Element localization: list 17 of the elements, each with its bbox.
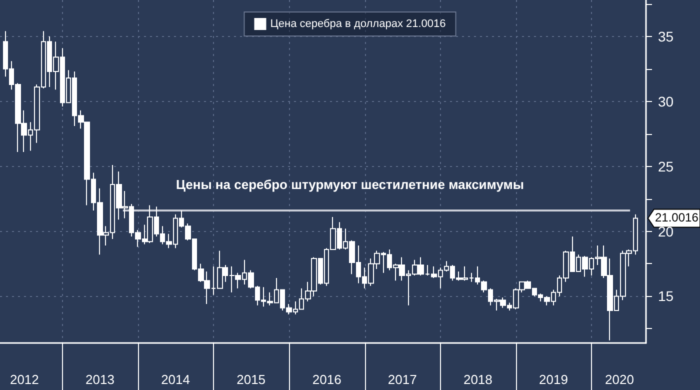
annotation: 21.0016 [655, 210, 699, 224]
x-tick-label: 2012 [10, 372, 39, 387]
x-tick-label: 2019 [539, 372, 568, 387]
x-tick-label: 2020 [605, 372, 634, 387]
y-tick-label: 30 [658, 93, 674, 110]
x-tick-label: 2018 [463, 372, 492, 387]
x-tick-label: 2014 [161, 372, 190, 387]
y-tick-label: 15 [658, 288, 674, 304]
x-tick-label: 2017 [388, 372, 417, 387]
y-tick-label: 20 [658, 223, 674, 240]
y-tick-label: 25 [658, 158, 674, 174]
x-tick-label: 2016 [312, 372, 342, 387]
x-tick-label: 2013 [86, 372, 114, 387]
annotation: Цены на серебро штурмуют шестилетние максимумы [176, 177, 524, 192]
legend-label: Цена серебра в долларах 21.0016 [270, 18, 446, 30]
x-tick-label: 2015 [236, 372, 266, 387]
y-tick-label: 35 [658, 28, 674, 44]
